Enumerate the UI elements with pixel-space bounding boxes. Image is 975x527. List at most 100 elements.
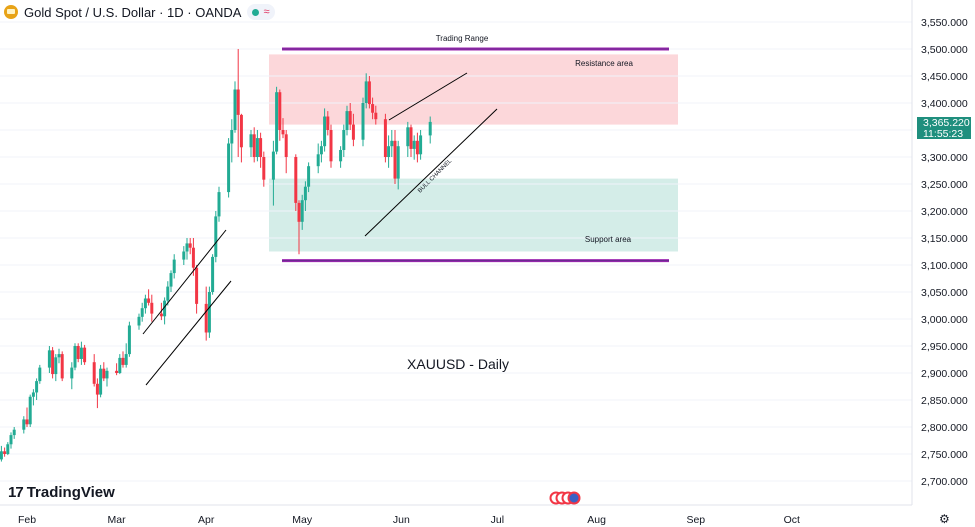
gold-coin-icon xyxy=(4,5,18,19)
candle xyxy=(57,348,61,364)
gear-icon[interactable]: ⚙ xyxy=(939,512,950,526)
price-tick-label: 3,500.000 xyxy=(921,44,968,56)
candle-body xyxy=(428,121,432,136)
candle xyxy=(12,427,16,439)
candle-body xyxy=(329,130,333,162)
candle xyxy=(31,389,35,406)
candle-body xyxy=(351,124,355,140)
candle xyxy=(214,211,218,263)
candle-body xyxy=(121,357,125,365)
candle-body xyxy=(255,138,259,157)
candle-body xyxy=(387,146,391,157)
price-tick-label: 3,200.000 xyxy=(921,206,968,218)
candle-body xyxy=(95,383,99,395)
candle-body xyxy=(99,368,103,395)
candle xyxy=(348,103,352,130)
candle-body xyxy=(323,116,327,147)
candle xyxy=(147,289,151,306)
candle xyxy=(188,238,192,255)
candle-body xyxy=(102,368,106,379)
candle xyxy=(211,254,215,295)
candle-body xyxy=(140,308,144,317)
candle-body xyxy=(390,140,394,147)
candle-body xyxy=(214,216,218,257)
candle xyxy=(150,294,154,322)
time-tick-label: Oct xyxy=(784,514,800,526)
candle xyxy=(217,186,221,222)
resistance-zone xyxy=(269,54,678,125)
price-tick-label: 3,550.000 xyxy=(921,17,968,29)
candle xyxy=(339,146,343,168)
current-price: 3,365.220 xyxy=(923,117,970,129)
time-tick-label: Sep xyxy=(686,514,705,526)
candle-body xyxy=(70,367,74,379)
candle xyxy=(204,286,208,341)
candle xyxy=(124,343,128,368)
candle xyxy=(99,364,103,398)
candle-body xyxy=(12,429,16,436)
candle-body xyxy=(371,104,375,113)
candle-body xyxy=(406,127,410,147)
support-zone xyxy=(269,178,678,252)
candle xyxy=(419,130,423,160)
candle xyxy=(102,362,106,382)
candle xyxy=(76,343,80,363)
candle xyxy=(22,416,26,434)
price-tick-label: 3,400.000 xyxy=(921,98,968,110)
candle xyxy=(140,302,144,322)
candle-body xyxy=(415,140,419,155)
candle xyxy=(51,347,55,379)
candle xyxy=(35,378,39,400)
candle xyxy=(38,364,42,384)
price-tick-label: 2,700.000 xyxy=(921,476,968,488)
time-axis: Feb Mar Apr May Jun Jul Aug Sep Oct xyxy=(0,504,912,526)
candle-body xyxy=(147,298,151,303)
candle-body xyxy=(275,92,279,152)
candle xyxy=(262,151,266,187)
candle xyxy=(345,105,349,136)
candle-body xyxy=(172,259,176,274)
candle-body xyxy=(0,451,3,460)
market-status[interactable]: ≈ xyxy=(247,4,275,20)
price-tick-label: 3,450.000 xyxy=(921,71,968,83)
zones-layer xyxy=(269,54,678,252)
candle-body xyxy=(28,396,32,425)
candle-body xyxy=(419,135,423,155)
candle xyxy=(236,49,240,157)
candle xyxy=(118,354,122,375)
candle-body xyxy=(393,140,397,179)
candle-body xyxy=(150,302,154,314)
candle-body xyxy=(207,292,211,333)
candle-body xyxy=(278,92,282,130)
candle-body xyxy=(259,138,263,157)
candle xyxy=(3,447,7,457)
candle-body xyxy=(307,166,311,187)
candle xyxy=(60,351,64,382)
candle-body xyxy=(166,286,170,301)
price-tick-label: 2,950.000 xyxy=(921,341,968,353)
candle-body xyxy=(281,130,285,135)
candle xyxy=(92,354,96,387)
candle-body xyxy=(118,357,122,373)
candle-body xyxy=(383,119,387,157)
candle xyxy=(227,138,231,198)
candle xyxy=(249,130,253,157)
symbol-title[interactable]: Gold Spot / U.S. Dollar · 1D · OANDA xyxy=(24,4,242,20)
us-flag-icon[interactable] xyxy=(549,491,583,505)
candle xyxy=(367,76,371,109)
candle xyxy=(374,105,378,125)
candle xyxy=(412,135,416,160)
candle xyxy=(255,130,259,162)
tradingview-logo[interactable]: 17 TradingView xyxy=(8,484,115,501)
candle-body xyxy=(211,256,215,292)
candle xyxy=(191,238,195,276)
price-tick-label: 3,050.000 xyxy=(921,287,968,299)
candle-body xyxy=(300,200,304,222)
candle xyxy=(319,140,323,163)
price-tick-label: 2,850.000 xyxy=(921,395,968,407)
candle xyxy=(172,254,176,279)
bar-countdown: 11:55:23 xyxy=(923,127,964,140)
candle xyxy=(230,119,234,163)
candle-body xyxy=(6,444,10,454)
